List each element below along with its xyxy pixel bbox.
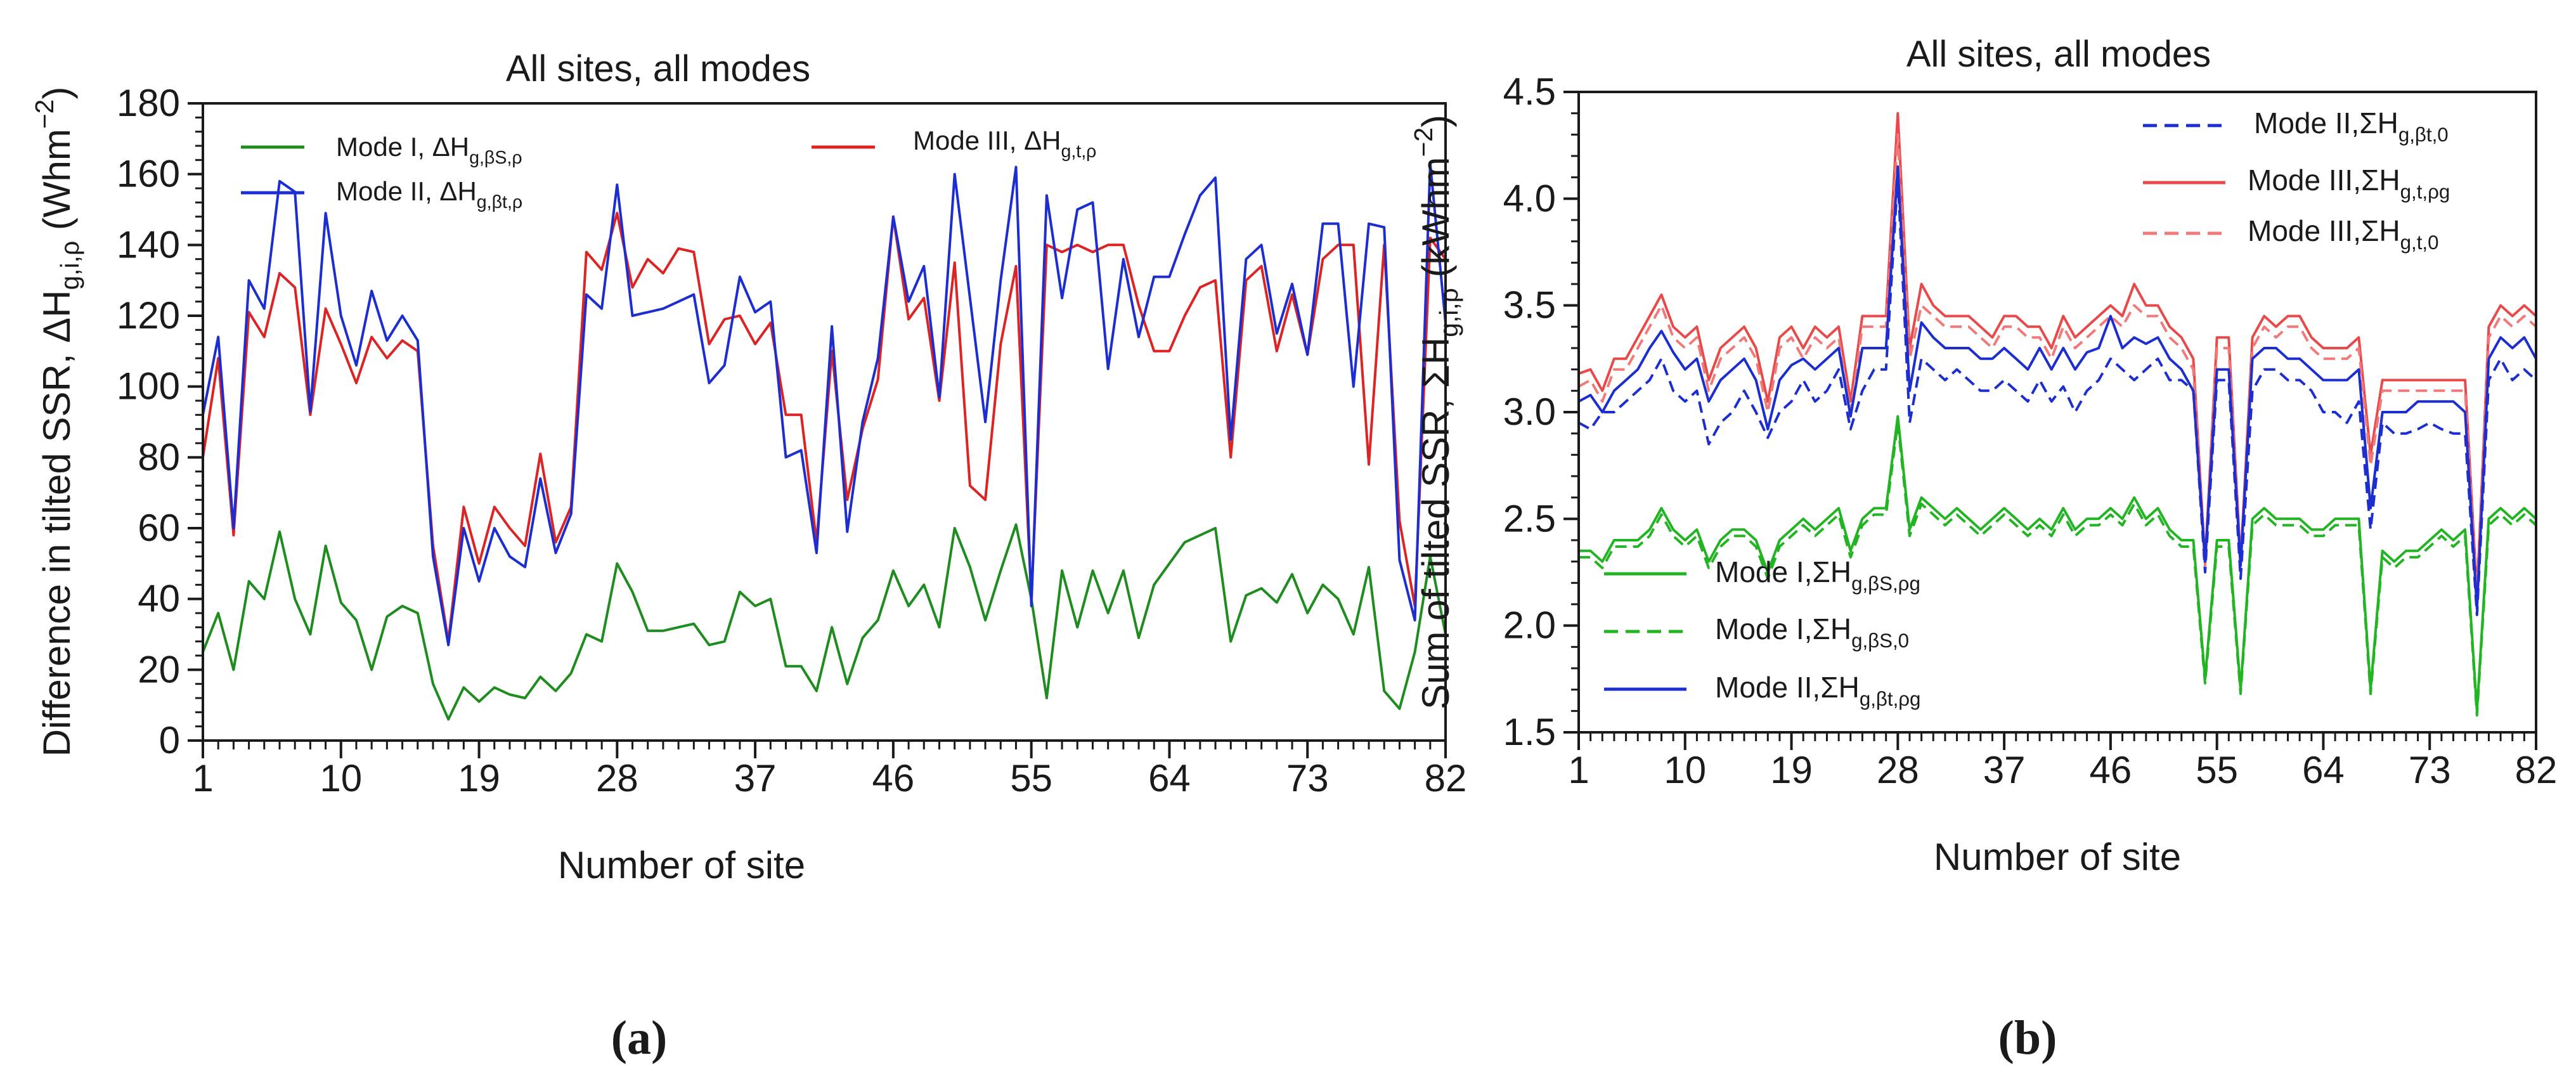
y-tick-label: 20 <box>138 648 180 690</box>
x-tick-label: 55 <box>1010 757 1052 800</box>
legend-item-mode-i: Mode I, ΔHg,βS,ρ <box>241 132 522 168</box>
x-tick-label: 28 <box>1877 749 1919 791</box>
x-tick-label: 10 <box>1664 749 1706 791</box>
y-tick-label: 120 <box>117 294 180 337</box>
y-tick-label: 1.5 <box>1503 711 1556 753</box>
y-tick-label: 160 <box>117 153 180 195</box>
panel-b-y-label-unit: (kWhm <box>1414 157 1457 288</box>
y-tick-label: 3.0 <box>1503 391 1556 433</box>
x-tick-label: 1 <box>192 757 213 800</box>
y-tick-label: 4.0 <box>1503 177 1556 219</box>
legend-item-mode-iii-t0: Mode III,ΣHg,t,0 <box>2143 214 2438 254</box>
panel-b-y-label-text: Sum of tilted SSR, ΣH <box>1414 337 1457 709</box>
panel-b-y-label-sup: −2 <box>1409 127 1438 157</box>
panel-a-caption-label: (a) <box>611 1011 668 1065</box>
y-tick-label: 40 <box>138 578 180 620</box>
legend-item-mode-iii: Mode III, ΔHg,t,ρ <box>812 126 1096 162</box>
panel-b-legend-top: Mode II,ΣHg,βt,0 Mode III,ΣHg,t,ρg Mode … <box>2143 107 2450 254</box>
x-tick-label: 64 <box>1148 757 1191 800</box>
x-tick-label: 19 <box>458 757 500 800</box>
legend-label: Mode III,ΣHg,t,ρg <box>2248 164 2450 203</box>
x-tick-label: 64 <box>2302 749 2345 791</box>
panel-b-caption-label: (b) <box>1998 1011 2057 1065</box>
x-tick-label: 19 <box>1770 749 1813 791</box>
panel-a-y-label-close: ) <box>36 87 78 100</box>
y-tick-label: 180 <box>117 82 180 124</box>
series-line-0 <box>1578 176 2537 616</box>
legend-item-mode-i-bsrhog: Mode I,ΣHg,βS,ρg <box>1604 555 1920 595</box>
y-tick-label: 60 <box>138 507 180 549</box>
panel-b-x-axis-label: Number of site <box>1934 836 2181 878</box>
panel-a-ticks: 1 10 19 28 37 46 55 64 73 82 0 20 40 60 80 100 120 140 160… <box>117 82 1466 800</box>
panel-b-chart: All sites, all modes 1 10 19 28 37 46 55 64 73 82… <box>1409 34 2557 1065</box>
y-tick-label: 100 <box>117 365 180 408</box>
panel-a-series <box>202 162 1447 721</box>
series-line-1 <box>1578 112 2537 595</box>
panel-a-title: All sites, all modes <box>506 48 810 89</box>
panel-a-x-axis-label: Number of site <box>558 844 805 886</box>
panel-a-y-axis-label: Difference in tilted SSR, ΔHg,i,ρ (Whm−2… <box>30 87 84 757</box>
panel-b-y-label-sub: g,i,ρ <box>1434 288 1463 337</box>
legend-label: Mode III, ΔHg,t,ρ <box>913 126 1096 162</box>
legend-label: Mode II,ΣHg,βt,ρg <box>1715 671 1920 710</box>
y-tick-label: 80 <box>138 436 180 478</box>
x-tick-label: 28 <box>596 757 638 800</box>
legend-label: Mode I,ΣHg,βS,0 <box>1715 612 1909 652</box>
x-tick-label: 46 <box>2090 749 2132 791</box>
legend-label: Mode I,ΣHg,βS,ρg <box>1715 555 1920 595</box>
series-line-2 <box>1578 133 2537 602</box>
x-tick-label: 10 <box>320 757 362 800</box>
x-tick-label: 73 <box>2409 749 2451 791</box>
legend-item-mode-ii: Mode II, ΔHg,βt,ρ <box>241 176 522 212</box>
legend-item-mode-i-bs0: Mode I,ΣHg,βS,0 <box>1604 612 1909 652</box>
x-tick-label: 37 <box>1983 749 2026 791</box>
panel-b-y-label-close: ) <box>1414 115 1457 127</box>
series-line-4 <box>1579 421 2537 717</box>
series-line-0 <box>202 523 1447 721</box>
x-tick-label: 46 <box>872 757 915 800</box>
panel-b-ticks: 1 10 19 28 37 46 55 64 73 82 1.5 2.0 2.5 3.0 3.5 4.0 4.5 <box>1503 70 2558 791</box>
legend-item-mode-ii-btrhog: Mode II,ΣHg,βt,ρg <box>1604 671 1920 710</box>
y-tick-label: 140 <box>117 223 180 266</box>
legend-label: Mode III,ΣHg,t,0 <box>2248 214 2438 254</box>
legend-item-mode-iii-trhog: Mode III,ΣHg,t,ρg <box>2143 164 2450 203</box>
panel-a-y-label-sup: −2 <box>30 100 59 129</box>
panel-a-plot-frame <box>202 102 1447 742</box>
series-line-5 <box>1578 165 2537 610</box>
legend-label: Mode II,ΣHg,βt,0 <box>2254 107 2449 146</box>
panel-b-plot-frame <box>1577 91 2537 734</box>
panel-a-y-label-unit: (Whm <box>36 129 78 241</box>
x-tick-label: 82 <box>1425 757 1467 800</box>
x-tick-label: 1 <box>1568 749 1589 791</box>
x-tick-label: 73 <box>1286 757 1329 800</box>
y-tick-label: 0 <box>159 719 180 761</box>
y-tick-label: 4.5 <box>1503 70 1556 113</box>
y-tick-label: 3.5 <box>1503 284 1556 327</box>
x-tick-label: 37 <box>734 757 777 800</box>
x-tick-label: 82 <box>2515 749 2558 791</box>
x-tick-label: 55 <box>2196 749 2238 791</box>
legend-item-mode-ii-bt0: Mode II,ΣHg,βt,0 <box>2143 107 2449 146</box>
legend-label: Mode I, ΔHg,βS,ρ <box>336 132 522 168</box>
panel-b-title: All sites, all modes <box>1906 34 2211 75</box>
y-tick-label: 2.5 <box>1503 497 1556 540</box>
y-tick-label: 2.0 <box>1503 604 1556 647</box>
series-line-2 <box>202 162 1447 647</box>
panel-a-chart: All sites, all modes 1 10 19 28 37 46 55 64 73 82… <box>30 48 1466 1065</box>
panel-b-legend-bottom: Mode I,ΣHg,βS,ρg Mode I,ΣHg,βS,0 Mode II… <box>1604 555 1920 710</box>
panel-b-y-axis-label: Sum of tilted SSR, ΣHg,i,ρ (kWhm−2) <box>1409 115 1463 709</box>
legend-label: Mode II, ΔHg,βt,ρ <box>336 176 522 212</box>
panel-a-legend: Mode I, ΔHg,βS,ρ Mode II, ΔHg,βt,ρ Mode … <box>241 126 1096 212</box>
panel-a-y-label-text: Difference in tilted SSR, ΔH <box>36 290 78 756</box>
panel-a-y-label-sub: g,i,ρ <box>55 241 84 290</box>
panel-b-series <box>1578 112 2537 717</box>
